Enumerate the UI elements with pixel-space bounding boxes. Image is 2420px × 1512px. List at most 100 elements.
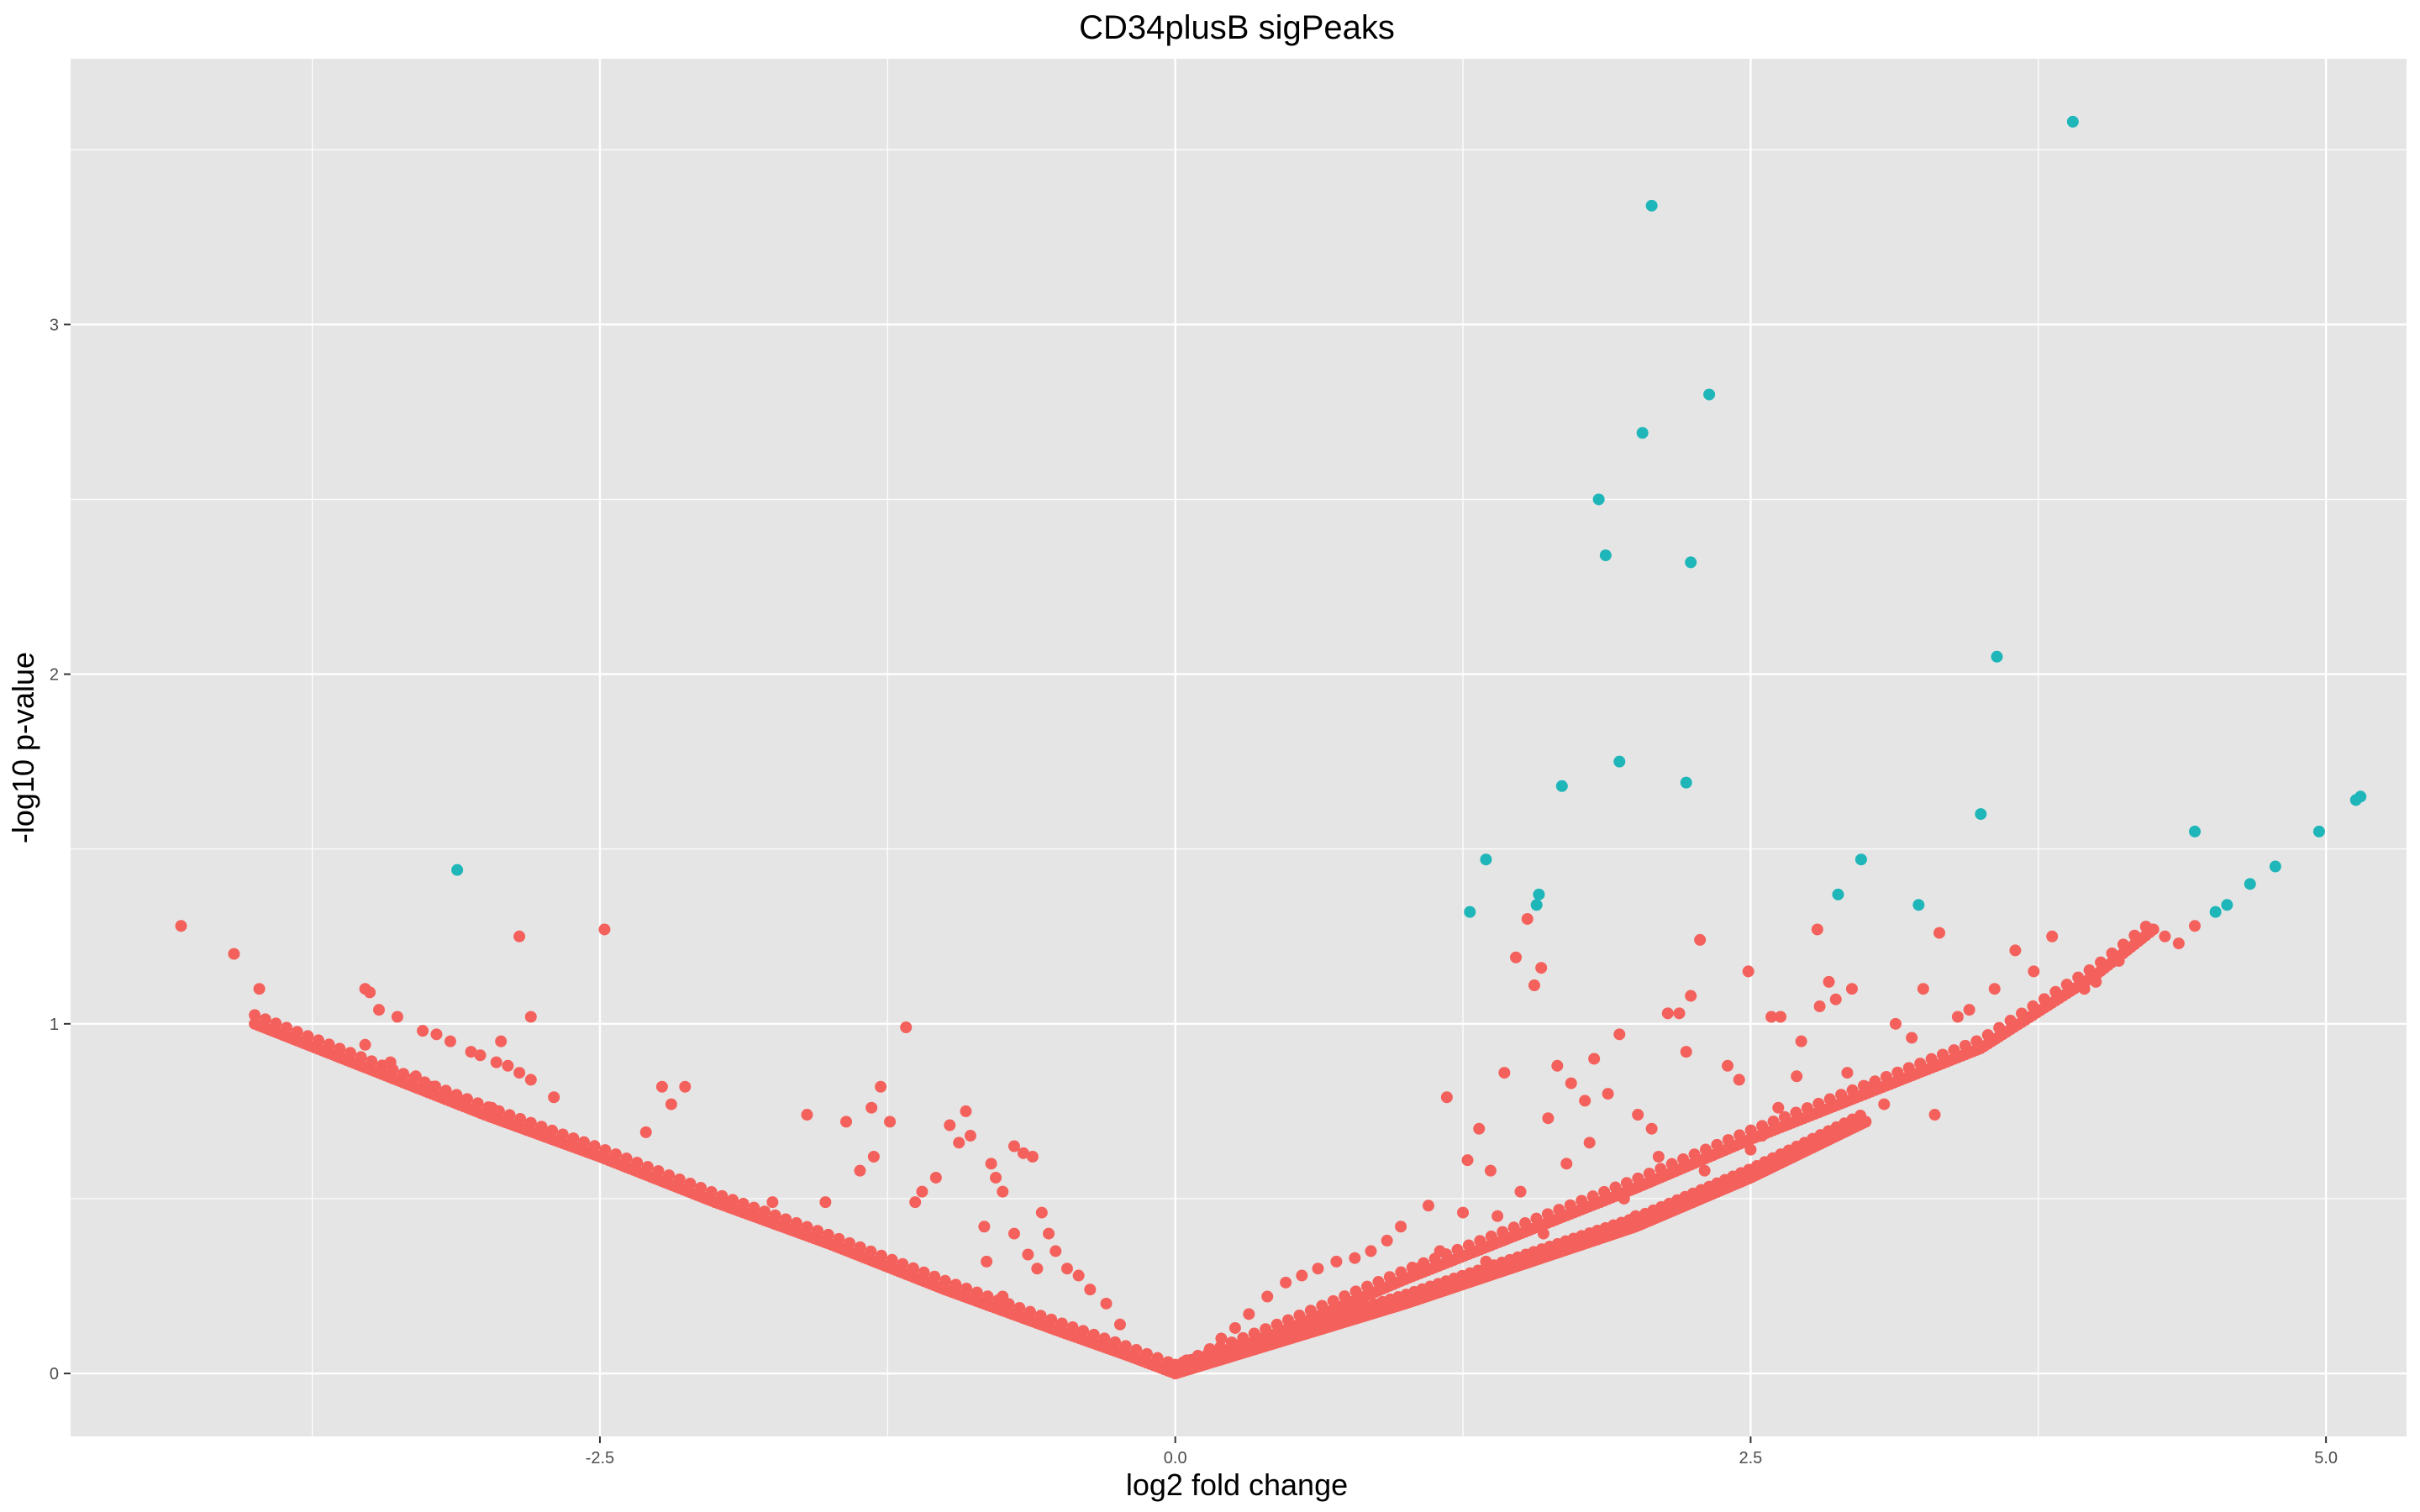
data-point [875, 1080, 887, 1093]
data-point [1100, 1297, 1113, 1310]
data-point [1007, 1227, 1020, 1240]
data-point [981, 1255, 993, 1268]
data-point-significant [1533, 888, 1545, 900]
data-point [1484, 1164, 1497, 1177]
data-point [867, 1151, 880, 1163]
data-point [673, 1173, 686, 1186]
data-point [588, 1140, 601, 1152]
data-point [1618, 1192, 1630, 1205]
y-tick-label: 0 [50, 1365, 59, 1383]
data-point [1422, 1200, 1434, 1212]
data-point-significant [1613, 755, 1626, 768]
data-point [355, 1051, 367, 1063]
data-point [900, 1021, 913, 1033]
data-point [884, 1116, 897, 1128]
data-point [556, 1128, 569, 1141]
data-point [819, 1196, 832, 1209]
data-point [1296, 1269, 1308, 1282]
data-point [822, 1228, 834, 1241]
data-point [1560, 1158, 1573, 1170]
data-point [790, 1217, 802, 1230]
data-point-significant [1530, 899, 1543, 911]
data-point [939, 1274, 951, 1287]
data-point [1744, 1143, 1757, 1156]
data-point [1017, 1147, 1029, 1159]
data-point [1588, 1053, 1601, 1065]
data-point [652, 1165, 665, 1178]
data-point [1694, 933, 1707, 946]
data-point [1906, 1032, 1918, 1044]
data-point [909, 1196, 922, 1209]
data-point [1613, 1028, 1626, 1041]
data-point-significant [1680, 776, 1692, 789]
data-point [1661, 1007, 1674, 1020]
data-point [1811, 923, 1823, 936]
data-point [1583, 1137, 1596, 1149]
data-point [359, 1038, 371, 1051]
data-point [1823, 975, 1835, 988]
data-point [960, 1282, 973, 1294]
data-point [944, 1119, 956, 1131]
data-point [599, 1144, 612, 1157]
data-point [364, 986, 376, 999]
data-point [1461, 1154, 1474, 1167]
axis-ticks [64, 323, 2328, 1443]
y-tick-label: 2 [50, 666, 59, 685]
data-point [366, 1055, 378, 1068]
data-point [1629, 1210, 1642, 1222]
data-point [1535, 962, 1548, 974]
data-point [801, 1109, 813, 1121]
x-tick-label: 0.0 [1164, 1449, 1187, 1467]
data-point [639, 1126, 652, 1138]
data-point [444, 1035, 456, 1047]
data-point [985, 1158, 997, 1170]
data-point [474, 1049, 487, 1062]
y-axis-label: -log10 p-value [6, 652, 40, 843]
data-point [1022, 1248, 1034, 1261]
data-point [716, 1189, 729, 1202]
data-point [631, 1157, 644, 1169]
data-point [1813, 1000, 1826, 1013]
data-point [1756, 1130, 1769, 1142]
data-point [695, 1182, 708, 1194]
data-point [1023, 1305, 1036, 1318]
data-point [1228, 1321, 1241, 1334]
data-point-significant [1464, 906, 1476, 918]
data-point [1312, 1263, 1324, 1275]
data-point [465, 1046, 477, 1058]
data-point [907, 1262, 919, 1274]
data-point [748, 1201, 760, 1214]
data-point [1007, 1140, 1020, 1152]
data-point-significant [1832, 888, 1844, 900]
data-point [486, 1101, 498, 1114]
data-point [1013, 1302, 1026, 1315]
chart-title: CD34plusB sigPeaks [1079, 9, 1395, 46]
x-axis-label: log2 fold change [1126, 1467, 1348, 1502]
data-point [1652, 1151, 1665, 1163]
data-point-significant [2209, 906, 2222, 918]
data-point [964, 1130, 976, 1142]
data-point [916, 1185, 929, 1198]
data-point [725, 1196, 738, 1209]
data-point [960, 1105, 972, 1117]
data-point [291, 1026, 303, 1038]
data-point [175, 920, 187, 932]
data-point [513, 1067, 526, 1079]
data-point [2090, 975, 2102, 988]
data-point [323, 1038, 335, 1051]
data-point [705, 1186, 718, 1199]
plot-panel [71, 59, 2407, 1436]
data-point [641, 1161, 654, 1173]
data-point [665, 1098, 677, 1110]
data-point [1330, 1255, 1343, 1268]
data-point [1491, 1210, 1504, 1222]
data-point [1917, 983, 1929, 995]
data-point [567, 1132, 580, 1145]
data-point [546, 1124, 559, 1137]
data-point-significant [2269, 860, 2281, 873]
data-point [950, 1278, 962, 1291]
data-point [426, 1080, 439, 1093]
data-point [344, 1047, 356, 1059]
data-point [2112, 954, 2125, 967]
data-point [679, 1080, 692, 1093]
